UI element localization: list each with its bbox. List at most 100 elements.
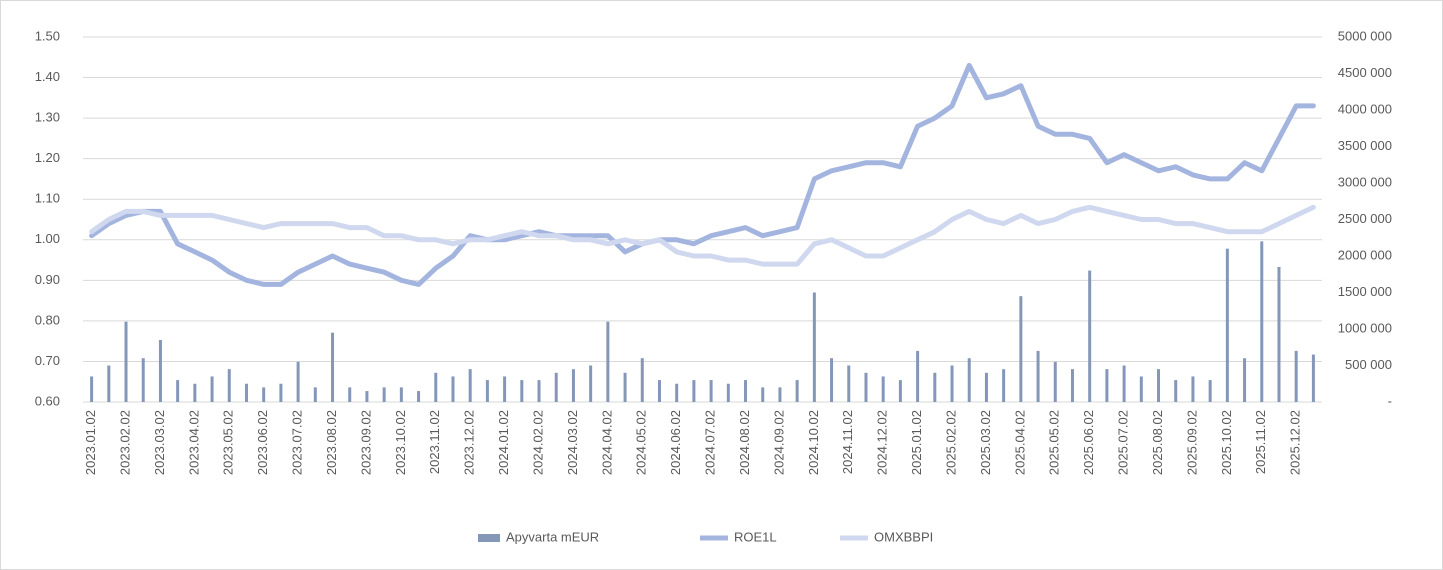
bar bbox=[726, 383, 730, 402]
bar bbox=[537, 380, 541, 402]
x-tick-label: 2023.08.02 bbox=[324, 410, 339, 475]
x-tick-label: 2025.10.02 bbox=[1219, 410, 1234, 475]
legend-label: OMXBBPI bbox=[874, 529, 933, 544]
bar bbox=[1036, 350, 1040, 402]
x-tick-label: 2024.04.02 bbox=[599, 410, 614, 475]
x-tick-label: 2025.06.02 bbox=[1081, 410, 1096, 475]
x-tick-label: 2024.02.02 bbox=[530, 410, 545, 475]
bar bbox=[313, 387, 317, 402]
x-tick-label: 2024.12.02 bbox=[875, 410, 890, 475]
bar bbox=[399, 387, 403, 402]
x-tick-label: 2024.09.02 bbox=[771, 410, 786, 475]
bar bbox=[830, 358, 834, 402]
x-tick-label: 2024.03.02 bbox=[565, 410, 580, 475]
y-tick-label: 0.80 bbox=[35, 312, 60, 327]
bar bbox=[90, 376, 94, 402]
bar bbox=[244, 383, 248, 402]
x-tick-label: 2023.03.02 bbox=[152, 410, 167, 475]
bar bbox=[675, 383, 679, 402]
x-tick-label: 2024.07.02 bbox=[703, 410, 718, 475]
bar bbox=[692, 380, 696, 402]
x-tick-label: 2024.11.02 bbox=[840, 410, 855, 474]
bar bbox=[864, 372, 868, 402]
bar bbox=[933, 372, 937, 402]
bar bbox=[210, 376, 214, 402]
x-tick-label: 2024.01.02 bbox=[496, 410, 511, 475]
x-tick-label: 2025.03.02 bbox=[978, 410, 993, 475]
x-tick-label: 2024.06.02 bbox=[668, 410, 683, 475]
y-tick-label: 1.10 bbox=[35, 191, 60, 206]
y2-tick-label: 500 000 bbox=[1345, 357, 1392, 372]
bar bbox=[898, 380, 902, 402]
legend-swatch bbox=[478, 534, 500, 542]
bar bbox=[1105, 369, 1109, 402]
x-tick-label: 2025.07.02 bbox=[1116, 410, 1131, 475]
y-tick-label: 1.50 bbox=[35, 28, 60, 43]
bar bbox=[382, 387, 386, 402]
bar bbox=[554, 372, 558, 402]
bar bbox=[950, 365, 954, 402]
bar bbox=[1157, 369, 1161, 402]
bar bbox=[107, 365, 111, 402]
y-tick-label: 0.60 bbox=[35, 393, 60, 408]
y2-tick-label: 3000 000 bbox=[1338, 174, 1392, 189]
bar bbox=[778, 387, 782, 402]
bar bbox=[141, 358, 145, 402]
y2-tick-label: 1000 000 bbox=[1338, 320, 1392, 335]
x-tick-label: 2023.07.02 bbox=[290, 410, 305, 475]
bar bbox=[193, 383, 197, 402]
bar bbox=[1139, 376, 1143, 402]
bar bbox=[606, 321, 610, 402]
x-tick-label: 2023.06.02 bbox=[255, 410, 270, 475]
bar bbox=[417, 391, 421, 402]
y2-tick-label: - bbox=[1388, 393, 1392, 408]
bar bbox=[589, 365, 593, 402]
x-tick-label: 2023.05.02 bbox=[221, 410, 236, 475]
y-tick-label: 1.00 bbox=[35, 231, 60, 246]
bar bbox=[227, 369, 231, 402]
bar bbox=[761, 387, 765, 402]
bar bbox=[503, 376, 507, 402]
x-tick-label: 2023.01.02 bbox=[83, 410, 98, 475]
bar bbox=[744, 380, 748, 402]
bar bbox=[812, 292, 816, 402]
y2-tick-label: 1500 000 bbox=[1338, 284, 1392, 299]
bar bbox=[709, 380, 713, 402]
bar bbox=[451, 376, 455, 402]
bar bbox=[1191, 376, 1195, 402]
bar bbox=[640, 358, 644, 402]
x-tick-label: 2025.01.02 bbox=[909, 410, 924, 475]
bar bbox=[1311, 354, 1315, 402]
y-tick-label: 1.30 bbox=[35, 110, 60, 125]
bar bbox=[1070, 369, 1074, 402]
y2-tick-label: 3500 000 bbox=[1338, 138, 1392, 153]
x-tick-label: 2025.12.02 bbox=[1288, 410, 1303, 475]
bar bbox=[1260, 241, 1264, 402]
x-tick-label: 2023.02.02 bbox=[117, 410, 132, 475]
bar bbox=[1225, 248, 1229, 402]
bar bbox=[967, 358, 971, 402]
y-tick-label: 0.70 bbox=[35, 353, 60, 368]
x-tick-label: 2025.02.02 bbox=[943, 410, 958, 475]
x-tick-label: 2024.10.02 bbox=[806, 410, 821, 475]
bar bbox=[657, 380, 661, 402]
x-tick-label: 2023.10.02 bbox=[393, 410, 408, 475]
bar bbox=[296, 361, 300, 402]
legend-label: Apyvarta mEUR bbox=[506, 529, 599, 544]
bar bbox=[1174, 380, 1178, 402]
bar bbox=[1088, 270, 1092, 402]
y2-tick-label: 4500 000 bbox=[1338, 65, 1392, 80]
bar bbox=[1002, 369, 1006, 402]
bar bbox=[331, 332, 335, 402]
bar bbox=[262, 387, 266, 402]
bar bbox=[916, 350, 920, 402]
legend-label: ROE1L bbox=[734, 529, 777, 544]
x-tick-label: 2025.11.02 bbox=[1253, 410, 1268, 474]
bar bbox=[795, 380, 799, 402]
bar bbox=[847, 365, 851, 402]
y-tick-label: 1.20 bbox=[35, 150, 60, 165]
bar bbox=[158, 339, 162, 402]
bar bbox=[984, 372, 988, 402]
y-tick-label: 1.40 bbox=[35, 69, 60, 84]
